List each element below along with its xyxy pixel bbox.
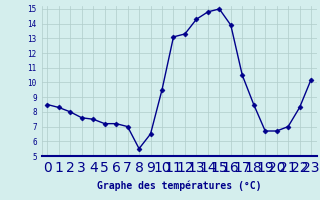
X-axis label: Graphe des températures (°C): Graphe des températures (°C) xyxy=(97,180,261,191)
